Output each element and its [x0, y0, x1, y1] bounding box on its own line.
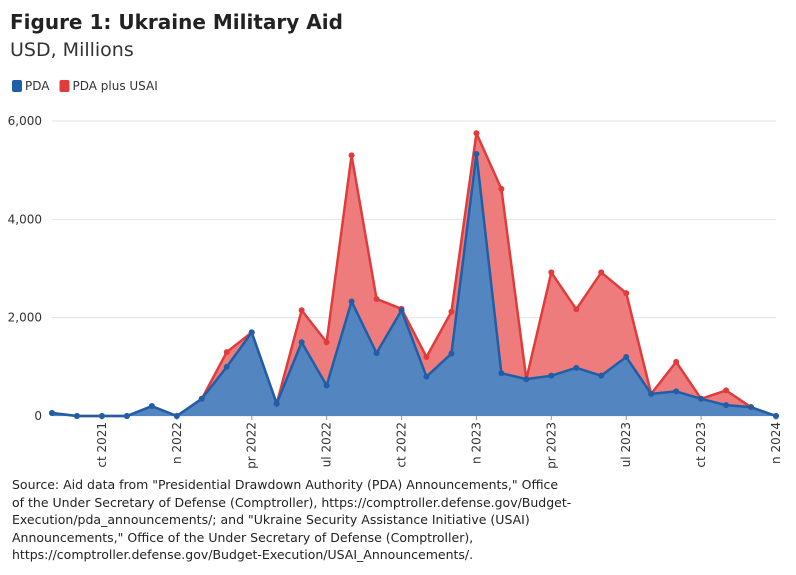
point [473, 130, 480, 137]
point [173, 413, 180, 419]
point [773, 413, 779, 419]
legend-swatch [59, 80, 70, 92]
y-tick-label: 6,000 [8, 114, 42, 128]
point [648, 390, 655, 397]
point [673, 388, 680, 395]
x-tick-label: ct 2023 [694, 422, 708, 468]
point [98, 413, 105, 419]
chart-subtitle: USD, Millions [10, 39, 134, 61]
point [423, 373, 430, 380]
point [323, 382, 330, 389]
point [498, 185, 505, 192]
point [123, 413, 130, 419]
point [448, 308, 455, 315]
point [473, 150, 480, 157]
point [298, 307, 305, 314]
area [52, 153, 776, 417]
point [148, 403, 155, 410]
point [623, 290, 630, 297]
point [548, 269, 555, 276]
point [373, 350, 380, 357]
point [298, 339, 305, 346]
point [623, 354, 630, 360]
point [523, 376, 530, 383]
point [448, 350, 455, 357]
chart: Figure 1: Ukraine Military Aid USD, Mill… [8, 10, 783, 469]
x-tick-label: ct 2021 [95, 422, 109, 468]
point [273, 400, 280, 407]
point [198, 395, 205, 402]
x-tick-label: n 2022 [170, 422, 184, 464]
point [573, 364, 580, 371]
point [723, 387, 730, 394]
point [248, 329, 255, 336]
point [498, 370, 505, 377]
x-tick-label: n 2023 [469, 422, 483, 464]
point [348, 152, 355, 159]
y-tick-label: 4,000 [8, 212, 42, 226]
chart-title: Figure 1: Ukraine Military Aid [10, 10, 343, 34]
point [223, 349, 230, 356]
source-note: Source: Aid data from "Presidential Draw… [12, 477, 572, 562]
y-tick-label: 0 [34, 409, 42, 423]
point [598, 269, 605, 276]
x-tick-label: ul 2022 [320, 422, 334, 467]
point [548, 372, 555, 379]
x-tick-label: pr 2023 [544, 422, 558, 469]
y-tick-label: 2,000 [8, 311, 42, 325]
point [348, 298, 355, 305]
point [398, 307, 405, 314]
point [573, 306, 580, 313]
point [673, 358, 680, 365]
x-tick-label: ul 2023 [619, 422, 633, 467]
point [373, 295, 380, 302]
point [598, 372, 605, 379]
point [73, 413, 80, 419]
point [748, 404, 755, 411]
point [698, 395, 705, 402]
area [52, 133, 776, 416]
point [223, 363, 230, 370]
x-tick-label: ct 2022 [395, 422, 409, 468]
line [51, 152, 777, 418]
x-tick-label: n 2024 [769, 422, 783, 464]
point [323, 339, 330, 346]
point [723, 402, 730, 409]
point [49, 410, 55, 417]
legend-label: PDA [25, 79, 50, 93]
legend-label: PDA plus USAI [72, 79, 157, 93]
legend-swatch [12, 80, 22, 92]
point [423, 354, 430, 360]
x-tick-label: pr 2022 [245, 422, 259, 469]
